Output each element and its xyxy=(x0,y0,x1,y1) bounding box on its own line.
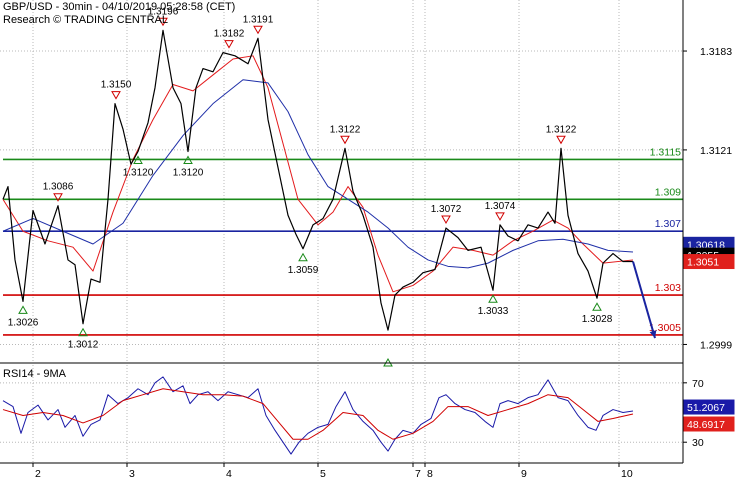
high-label: 1.3074 xyxy=(485,201,516,212)
price-tag-box xyxy=(683,254,735,270)
high-marker xyxy=(495,212,505,221)
high-marker xyxy=(224,40,234,49)
x-tick-label: 3 xyxy=(129,468,135,480)
rsi-ma-line xyxy=(2,388,634,440)
rsi-ma-value-tag: 48.6917 xyxy=(687,419,725,431)
level-label: 1.3005 xyxy=(649,322,681,334)
grid-lines xyxy=(0,0,683,463)
moving-average-line xyxy=(2,55,634,293)
level-label: 1.3115 xyxy=(650,146,681,158)
high-marker xyxy=(53,193,63,202)
support-resistance-levels: 1.3115 1.309 1.307 1.303 1.3005 xyxy=(3,146,683,336)
y-tick-label: 1.3183 xyxy=(700,46,732,58)
high-marker xyxy=(253,25,263,35)
low-marker xyxy=(298,252,308,262)
x-tick-label: 4 xyxy=(226,468,232,480)
low-label: 1.3120 xyxy=(173,167,204,178)
high-label: 1.3191 xyxy=(243,14,274,25)
high-label: 1.3122 xyxy=(546,124,577,135)
low-label: 1.3059 xyxy=(288,265,319,276)
high-label: 1.3122 xyxy=(330,124,361,135)
x-tick-label: 2 xyxy=(35,468,41,480)
x-tick-label: 7 xyxy=(415,468,421,480)
projection-arrow xyxy=(632,261,656,339)
low-label: 1.3012 xyxy=(68,340,99,351)
low-marker xyxy=(133,155,143,164)
level-label: 1.309 xyxy=(655,186,681,198)
low-marker xyxy=(78,327,88,337)
low-marker xyxy=(488,294,498,303)
chart-subtitle: Research © TRADING CENTRAL xyxy=(3,14,168,26)
y-tick-label: 1.3121 xyxy=(700,145,732,157)
low-label: 1.3120 xyxy=(123,167,154,178)
rsi-title: RSI14 - 9MA xyxy=(3,368,67,380)
low-marker xyxy=(183,155,193,164)
high-label: 1.3182 xyxy=(214,29,245,40)
high-label: 1.3150 xyxy=(101,80,132,91)
price-series xyxy=(2,29,657,339)
projection-arrow-head xyxy=(649,330,657,339)
x-tick-label: 10 xyxy=(621,468,633,480)
high-low-annotations: 1.3026 1.3086 1.3012 1.3150 1.3120 1.3196 1.31… xyxy=(8,6,613,367)
low-label: 1.3033 xyxy=(478,306,509,317)
price-tag: 1.3051 xyxy=(687,257,719,269)
high-marker xyxy=(441,215,451,225)
high-marker xyxy=(158,17,168,27)
rsi-y-tick-label: 30 xyxy=(692,437,704,449)
high-marker xyxy=(556,135,566,145)
chart-title: GBP/USD - 30min - 04/10/2019 05:28:58 (C… xyxy=(3,1,236,13)
rsi-value-tag: 51.2067 xyxy=(687,402,725,414)
low-marker xyxy=(18,305,28,314)
rsi-value-tag-box xyxy=(683,399,735,415)
x-tick-label: 8 xyxy=(427,468,433,480)
high-marker xyxy=(111,91,121,100)
y-tick-label: 1.2999 xyxy=(700,339,732,351)
x-tick-label: 9 xyxy=(521,468,527,480)
high-marker xyxy=(340,135,350,145)
level-label: 1.307 xyxy=(655,218,681,230)
moving-averages xyxy=(2,55,634,293)
high-label: 1.3086 xyxy=(43,182,74,193)
low-label: 1.3026 xyxy=(8,317,39,328)
level-label: 1.303 xyxy=(655,282,681,294)
rsi-ma-value-tag-box xyxy=(683,416,735,432)
moving-average-line xyxy=(2,79,634,269)
rsi-line xyxy=(2,376,634,455)
high-label: 1.3072 xyxy=(431,204,462,215)
price-line xyxy=(2,29,633,331)
x-tick-label: 5 xyxy=(320,468,326,480)
low-label: 1.3028 xyxy=(582,314,613,325)
rsi-y-tick-label: 70 xyxy=(692,378,704,390)
rsi-panel: RSI14 - 9MA xyxy=(0,362,683,455)
high-label: 1.3196 xyxy=(148,6,179,17)
low-marker xyxy=(592,302,602,311)
